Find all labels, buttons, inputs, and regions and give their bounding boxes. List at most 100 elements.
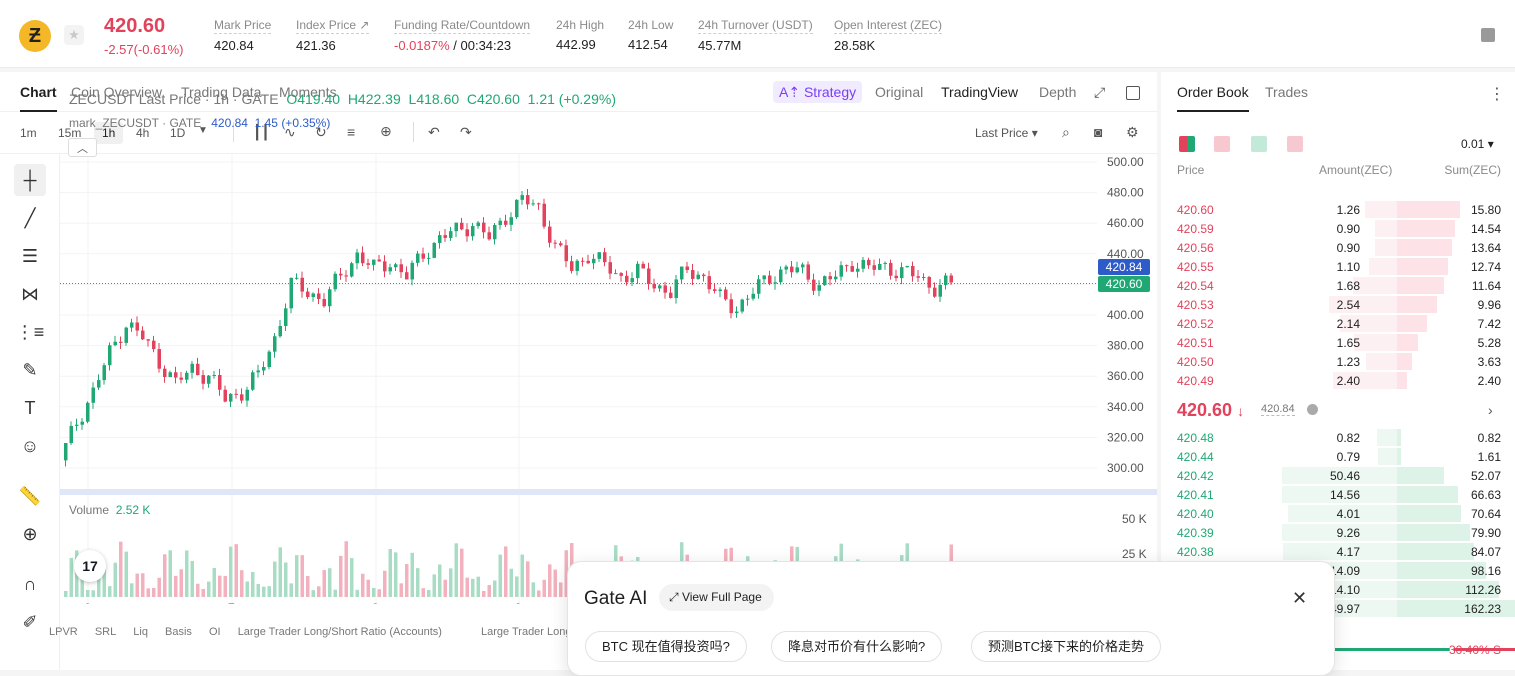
sum-bar xyxy=(1397,372,1407,389)
volume-bar xyxy=(460,548,464,597)
ruler-icon[interactable]: 📏 xyxy=(18,485,42,506)
view-asks-icon[interactable] xyxy=(1214,136,1230,152)
price-axis-label: 340.00 xyxy=(1107,400,1144,414)
volume-bar xyxy=(229,546,233,597)
view-depth-icon[interactable] xyxy=(1287,136,1303,152)
tag-liq[interactable]: Liq xyxy=(133,626,148,638)
strategy-button[interactable]: A⇡ Strategy xyxy=(773,81,863,103)
candle-body xyxy=(729,299,733,314)
tag-large-trader-accounts[interactable]: Large Trader Long/Short Ratio (Accounts) xyxy=(237,626,442,638)
tradingview-logo-icon[interactable]: 17 xyxy=(74,550,106,582)
redo-icon[interactable]: ↷ xyxy=(460,124,472,140)
ai-suggestion-chip[interactable]: 降息对币价有什么影响? xyxy=(771,631,943,662)
bid-row[interactable]: 420.39 9.26 79.90 xyxy=(1161,523,1515,542)
tf-4h[interactable]: 4h xyxy=(136,126,150,140)
price-chart[interactable]: 500.00480.00460.00440.00420.00400.00380.… xyxy=(60,154,1157,604)
stat-index-price[interactable]: Index Price ↗ 421.36 xyxy=(296,18,370,53)
info-icon[interactable] xyxy=(1307,404,1318,415)
view-both-icon[interactable] xyxy=(1179,136,1195,152)
camera-icon[interactable]: ◙ xyxy=(1094,124,1103,140)
price-type-select[interactable]: Last Price ▾ xyxy=(975,126,1038,140)
view-depth[interactable]: Depth xyxy=(1039,84,1077,100)
expand-icon[interactable]: ⤢ xyxy=(1094,84,1106,100)
more-options-icon[interactable]: ⋮ xyxy=(1489,86,1505,103)
magnet-icon[interactable]: ∩ xyxy=(23,573,37,594)
volume-bar xyxy=(289,583,293,597)
tab-order-book[interactable]: Order Book xyxy=(1177,84,1249,112)
draw-lock-icon[interactable]: ✐ xyxy=(22,611,38,632)
volume-axis-label: 50 K xyxy=(1122,512,1147,526)
close-icon[interactable]: ✕ xyxy=(1292,588,1308,608)
ask-row[interactable]: 420.50 1.23 3.63 xyxy=(1161,352,1515,371)
tf-1d[interactable]: 1D xyxy=(170,126,186,140)
tag-large-trader-positions[interactable]: Large Trader Long/Sh xyxy=(480,626,589,638)
ask-row[interactable]: 420.49 2.40 2.40 xyxy=(1161,371,1515,390)
bid-row[interactable]: 420.48 0.82 0.82 xyxy=(1161,428,1515,447)
zoom-in-icon[interactable]: ⊕ xyxy=(22,523,38,544)
view-tradingview[interactable]: TradingView xyxy=(941,84,1019,100)
volume-bar xyxy=(119,541,123,597)
view-full-page-button[interactable]: ⤢ View Full Page xyxy=(659,584,774,611)
view-original[interactable]: Original xyxy=(875,84,924,100)
collapse-legend-button[interactable]: ︿ xyxy=(68,138,97,157)
indicators-icon[interactable]: ∿ xyxy=(284,124,296,140)
timeframe-dropdown-icon[interactable]: ▼ xyxy=(198,125,208,136)
brush-icon[interactable]: ✎ xyxy=(22,359,38,380)
tf-1m[interactable]: 1m xyxy=(20,126,37,140)
ai-suggestion-chip[interactable]: 预测BTC接下来的价格走势 xyxy=(971,631,1162,662)
view-bids-icon[interactable] xyxy=(1251,136,1267,152)
pattern-icon[interactable]: ⋈ xyxy=(21,283,39,304)
tab-trading-data[interactable]: Trading Data xyxy=(181,84,262,100)
tab-chart[interactable]: Chart xyxy=(20,84,57,112)
emoji-icon[interactable]: ☺ xyxy=(20,435,40,456)
ask-row[interactable]: 420.55 1.10 12.74 xyxy=(1161,257,1515,276)
candle-body xyxy=(179,377,183,380)
tf-15m[interactable]: 15m xyxy=(58,126,82,140)
ask-row[interactable]: 420.51 1.65 5.28 xyxy=(1161,333,1515,352)
candle-type-icon[interactable]: ┃┃ xyxy=(253,124,270,140)
bid-row[interactable]: 420.41 14.56 66.63 xyxy=(1161,485,1515,504)
tag-oi[interactable]: OI xyxy=(209,626,221,638)
ask-row[interactable]: 420.52 2.14 7.42 xyxy=(1161,314,1515,333)
tag-srl[interactable]: SRL xyxy=(94,626,117,638)
favorite-star-icon[interactable]: ★ xyxy=(64,25,84,45)
tag-basis[interactable]: Basis xyxy=(165,626,192,638)
replay-icon[interactable]: ↻ xyxy=(315,124,327,140)
chart-toolbar: 1m 15m 1h 4h 1D ▼ ┃┃ ∿ ↻ ≡ ⊕ ↶ ↷ Last Pr… xyxy=(0,112,1157,154)
ask-row[interactable]: 420.54 1.68 11.64 xyxy=(1161,276,1515,295)
bid-row[interactable]: 420.38 4.17 84.07 xyxy=(1161,542,1515,561)
add-alert-icon[interactable]: ⊕ xyxy=(380,123,392,139)
undo-icon[interactable]: ↶ xyxy=(428,124,440,140)
bid-row[interactable]: 420.40 4.01 70.64 xyxy=(1161,504,1515,523)
candle-body xyxy=(713,289,717,292)
ask-row[interactable]: 420.60 1.26 15.80 xyxy=(1161,200,1515,219)
candle-body xyxy=(185,372,189,380)
ask-row[interactable]: 420.59 0.90 14.54 xyxy=(1161,219,1515,238)
templates-icon[interactable]: ≡ xyxy=(347,124,356,140)
candle-body xyxy=(619,273,623,276)
bid-row[interactable]: 420.42 50.46 52.07 xyxy=(1161,466,1515,485)
chevron-right-icon[interactable]: › xyxy=(1488,402,1493,418)
tag-lpvr[interactable]: LPVR xyxy=(49,626,78,638)
tab-trades[interactable]: Trades xyxy=(1265,84,1309,100)
ask-row[interactable]: 420.56 0.90 13.64 xyxy=(1161,238,1515,257)
text-tool-icon[interactable]: T xyxy=(24,397,36,418)
tab-moments[interactable]: Moments xyxy=(279,84,337,100)
tab-coin-overview[interactable]: Coin Overview xyxy=(71,84,163,100)
search-icon[interactable]: ⌕ xyxy=(1062,124,1070,140)
ask-row[interactable]: 420.53 2.54 9.96 xyxy=(1161,295,1515,314)
volume-bar xyxy=(196,583,200,597)
crosshair-icon[interactable]: ┼ xyxy=(14,164,46,196)
fullscreen-icon[interactable] xyxy=(1126,86,1140,100)
horizontal-lines-icon[interactable]: ☰ xyxy=(21,245,39,266)
order-price: 420.56 xyxy=(1177,241,1214,255)
fib-icon[interactable]: ⋮≡ xyxy=(15,321,45,342)
trend-line-icon[interactable]: ╱ xyxy=(24,207,36,228)
bid-row[interactable]: 420.44 0.79 1.61 xyxy=(1161,447,1515,466)
amount-bar xyxy=(1287,505,1400,522)
precision-select[interactable]: 0.01 ▾ xyxy=(1461,137,1494,151)
settings-gear-icon[interactable]: ⚙ xyxy=(1126,124,1139,140)
ai-suggestion-chip[interactable]: BTC 现在值得投资吗? xyxy=(585,631,747,662)
tf-1h[interactable]: 1h xyxy=(94,122,124,144)
guide-book-icon[interactable] xyxy=(1481,28,1495,42)
